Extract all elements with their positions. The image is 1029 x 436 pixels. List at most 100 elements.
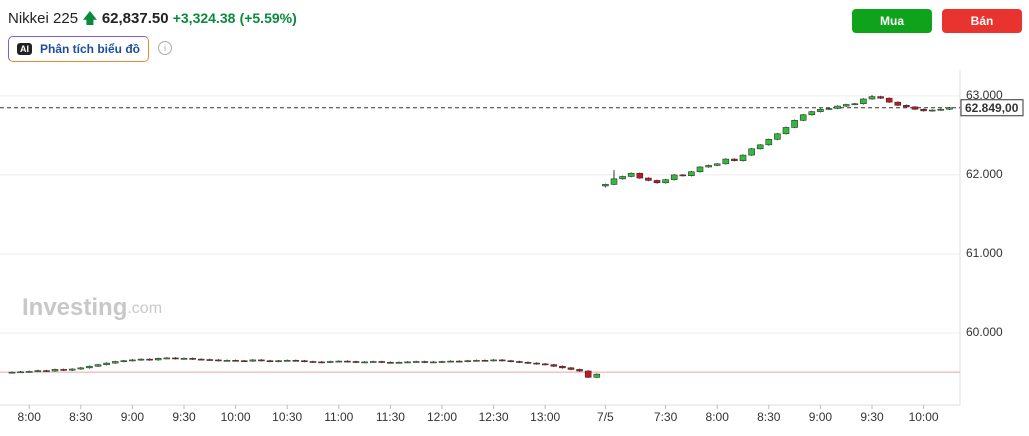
candle-body: [60, 369, 67, 371]
candle-body: [705, 165, 712, 168]
x-tick-label: 9:00: [809, 410, 833, 424]
candle-body: [524, 361, 532, 364]
x-tick-label: 11:30: [376, 410, 405, 424]
candle-body: [860, 98, 867, 105]
candle-body: [645, 177, 652, 181]
candle-body: [825, 108, 833, 110]
candle-body: [197, 358, 205, 361]
watermark-suffix: .com: [127, 300, 162, 317]
candle-body: [756, 144, 764, 150]
candle-body: [335, 360, 343, 363]
candle-body: [791, 120, 798, 128]
candle-body: [679, 174, 687, 177]
last-price-label: 62.849,00: [965, 101, 1019, 115]
ai-analysis-button[interactable]: AI Phân tích biểu đồ: [8, 36, 150, 62]
candle-body: [154, 358, 162, 361]
candle-body: [567, 367, 575, 370]
last-price-box: [960, 99, 1024, 117]
candle-body: [344, 360, 351, 363]
info-icon[interactable]: i: [158, 41, 172, 55]
candle-body: [111, 361, 119, 364]
candle-body: [782, 127, 790, 135]
candle-body: [309, 361, 317, 363]
candle-body: [369, 361, 377, 363]
candle-body: [25, 371, 33, 373]
candle-body: [653, 180, 661, 184]
candle-body: [326, 361, 334, 363]
candle-body: [731, 158, 738, 161]
x-tick-label: 9:00: [121, 410, 145, 424]
x-tick-label: 8:30: [69, 410, 93, 424]
candle-body: [765, 139, 773, 146]
x-tick-label: 13:00: [530, 410, 560, 424]
candle-body: [240, 360, 248, 363]
candle-body: [774, 133, 781, 140]
candle-body: [610, 178, 618, 185]
candle-body: [473, 360, 480, 362]
up-arrow: 🡅: [82, 10, 98, 27]
candle-body: [662, 179, 669, 184]
x-tick-label: 9:30: [172, 410, 196, 424]
candle-body: [189, 358, 196, 360]
sell-button[interactable]: Bán: [942, 9, 1022, 33]
candle-body: [748, 148, 755, 156]
candle-body: [868, 96, 876, 100]
x-tick-label: 10:00: [909, 410, 939, 424]
candle-body: [946, 107, 953, 110]
candle-body: [223, 360, 231, 362]
candle-body: [8, 371, 16, 374]
instrument-name: Nikkei 225: [8, 10, 79, 27]
x-tick-label: 8:00: [18, 410, 42, 424]
candle-body: [404, 361, 411, 364]
candle-body: [713, 163, 721, 166]
watermark: Investing.com: [22, 294, 162, 321]
candle-body: [619, 176, 626, 180]
candle-body: [77, 367, 85, 370]
candle-body: [129, 359, 136, 362]
candle-body: [438, 361, 446, 363]
candle-body: [636, 173, 644, 179]
candle-body: [447, 360, 454, 363]
candle-body: [258, 359, 265, 362]
candle-body: [464, 360, 472, 363]
candle-body: [430, 361, 437, 364]
candle-body: [94, 364, 102, 367]
price: 62,837.50: [101, 10, 169, 27]
x-tick-label: 8:00: [706, 410, 730, 424]
candle-body: [550, 364, 558, 367]
candle-body: [34, 370, 42, 372]
candle-body: [232, 360, 239, 362]
candle-body: [378, 361, 386, 363]
x-tick-label: 7/5: [597, 410, 614, 424]
buy-button[interactable]: Mua: [852, 9, 932, 33]
candle-body: [602, 184, 609, 187]
x-tick-label: 9:30: [860, 410, 884, 424]
candle-body: [696, 166, 704, 173]
candle-body: [206, 359, 214, 361]
candle-body: [412, 361, 420, 363]
candle-body: [688, 171, 695, 176]
candle-body: [722, 158, 730, 165]
candle-body: [395, 361, 403, 364]
candle-body: [842, 104, 850, 107]
candle-body: [215, 359, 222, 362]
candle-body: [172, 357, 179, 360]
candle-body: [877, 96, 884, 99]
watermark-main: Investing: [22, 294, 127, 321]
candle-body: [903, 105, 910, 108]
candle-body: [68, 368, 76, 371]
x-tick-label: 12:30: [479, 410, 509, 424]
candle-body: [851, 103, 859, 106]
candle-body: [43, 370, 50, 372]
candle-body: [180, 358, 188, 360]
candle-body: [455, 360, 463, 363]
y-tick-label: 62.000: [966, 167, 1003, 181]
candle-body: [51, 369, 59, 372]
candle-body: [103, 362, 110, 365]
candle-body: [318, 361, 325, 364]
y-tick-label: 63.000: [966, 88, 1003, 102]
candle-body: [490, 359, 497, 362]
candle-body: [481, 360, 489, 362]
candle-body: [533, 362, 540, 365]
